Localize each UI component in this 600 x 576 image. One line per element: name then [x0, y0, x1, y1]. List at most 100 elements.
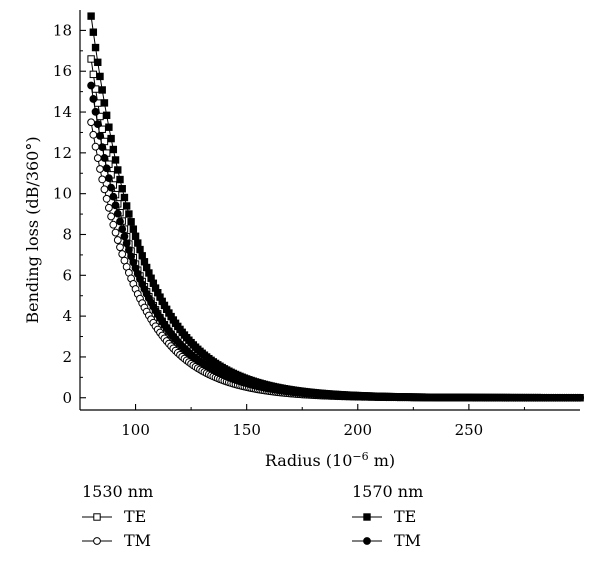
y-tick-label: 16 [53, 62, 72, 80]
legend-group-label: 1570 nm [352, 482, 423, 501]
data-point [93, 154, 102, 163]
axes-layer [79, 10, 580, 411]
data-point [138, 252, 146, 260]
y-tick-label: 12 [53, 144, 72, 162]
data-point [134, 239, 142, 247]
data-point [118, 185, 126, 193]
series-line [90, 58, 580, 399]
data-point [94, 58, 102, 67]
data-point [113, 236, 122, 244]
x-axis-label-exponent: −6 [352, 450, 368, 463]
data-point [102, 111, 111, 120]
data-point [107, 183, 116, 192]
data-point [89, 70, 98, 79]
data-point [118, 250, 127, 258]
legend-marker [363, 537, 371, 545]
data-point [93, 120, 102, 129]
data-point [107, 134, 115, 143]
y-axis-label: Bending loss (dB/360°) [23, 136, 42, 323]
data-point [91, 43, 100, 52]
y-tick-label: 2 [62, 348, 72, 366]
data-point [116, 175, 124, 184]
data-point [114, 166, 122, 174]
x-axis-label-suffix: m) [369, 451, 396, 470]
data-point [122, 202, 131, 210]
legend-marker [363, 513, 371, 521]
data-point [127, 218, 135, 226]
data-point [98, 86, 106, 94]
y-tick-label: 4 [62, 307, 72, 325]
data-point [109, 220, 118, 229]
legend-group-label: 1530 nm [82, 482, 153, 501]
data-point [113, 209, 122, 218]
data-point [118, 225, 127, 234]
series-1570nm-te [87, 12, 584, 402]
data-point [91, 107, 100, 116]
data-point [111, 201, 120, 210]
y-ticks: 0 2 4 6 8 10 12 14 16 18 [53, 21, 86, 407]
data-point [109, 145, 118, 154]
data-point [124, 246, 133, 254]
data-point [91, 142, 100, 151]
legend-group: 1530 nm TE TM [82, 482, 153, 550]
data-point [104, 203, 113, 212]
data-point [129, 225, 138, 233]
data-point [122, 239, 131, 248]
data-point [111, 156, 120, 164]
y-tick-label: 14 [53, 103, 72, 121]
x-tick-label: 150 [232, 421, 261, 439]
series-1530nm-te [87, 55, 584, 402]
data-point [96, 72, 104, 81]
data-point [100, 185, 109, 194]
y-tick-label: 10 [53, 185, 72, 203]
data-point [87, 81, 96, 90]
data-point [102, 194, 111, 203]
data-point [96, 165, 104, 173]
data-point [87, 55, 95, 63]
x-axis-label: Radius (10−6 m) [265, 450, 395, 470]
series-line [90, 85, 581, 399]
data-point [136, 245, 144, 254]
data-point [105, 123, 113, 131]
data-point [98, 143, 107, 152]
x-ticks: 100 150 200 250 [79, 404, 525, 439]
legend-entry-label: TE [394, 507, 416, 526]
data-point [102, 164, 111, 173]
data-point [116, 243, 124, 252]
data-point [100, 99, 109, 107]
data-point [89, 28, 98, 36]
x-tick-label: 250 [455, 421, 484, 439]
data-point [120, 232, 129, 241]
legend: 1530 nm TE TM 1570 nm TE TM [82, 482, 423, 550]
data-point [104, 174, 113, 183]
y-tick-label: 6 [62, 266, 72, 284]
y-tick-label: 8 [62, 225, 72, 243]
legend-marker [93, 513, 101, 521]
data-point [576, 393, 584, 402]
y-tick-label: 0 [62, 389, 72, 407]
series-layer [87, 12, 584, 402]
data-point [109, 192, 118, 201]
series-line [90, 122, 581, 399]
data-point [98, 175, 107, 184]
data-point [96, 132, 104, 140]
data-point [87, 12, 95, 20]
legend-group: 1570 nm TE TM [352, 482, 423, 550]
data-point [131, 232, 140, 240]
data-point [125, 210, 133, 218]
data-point [116, 217, 124, 226]
legend-marker [93, 537, 101, 545]
y-tick-label: 18 [53, 21, 72, 39]
series-1530nm-tm [87, 118, 584, 402]
legend-entry-label: TM [124, 531, 151, 550]
x-tick-label: 200 [343, 421, 372, 439]
legend-entry-label: TM [394, 531, 421, 550]
data-point [89, 130, 98, 139]
data-point [120, 193, 129, 202]
data-point [87, 118, 96, 127]
series-1570nm-tm [87, 81, 584, 402]
legend-entry-label: TE [124, 507, 146, 526]
data-point [89, 95, 98, 103]
